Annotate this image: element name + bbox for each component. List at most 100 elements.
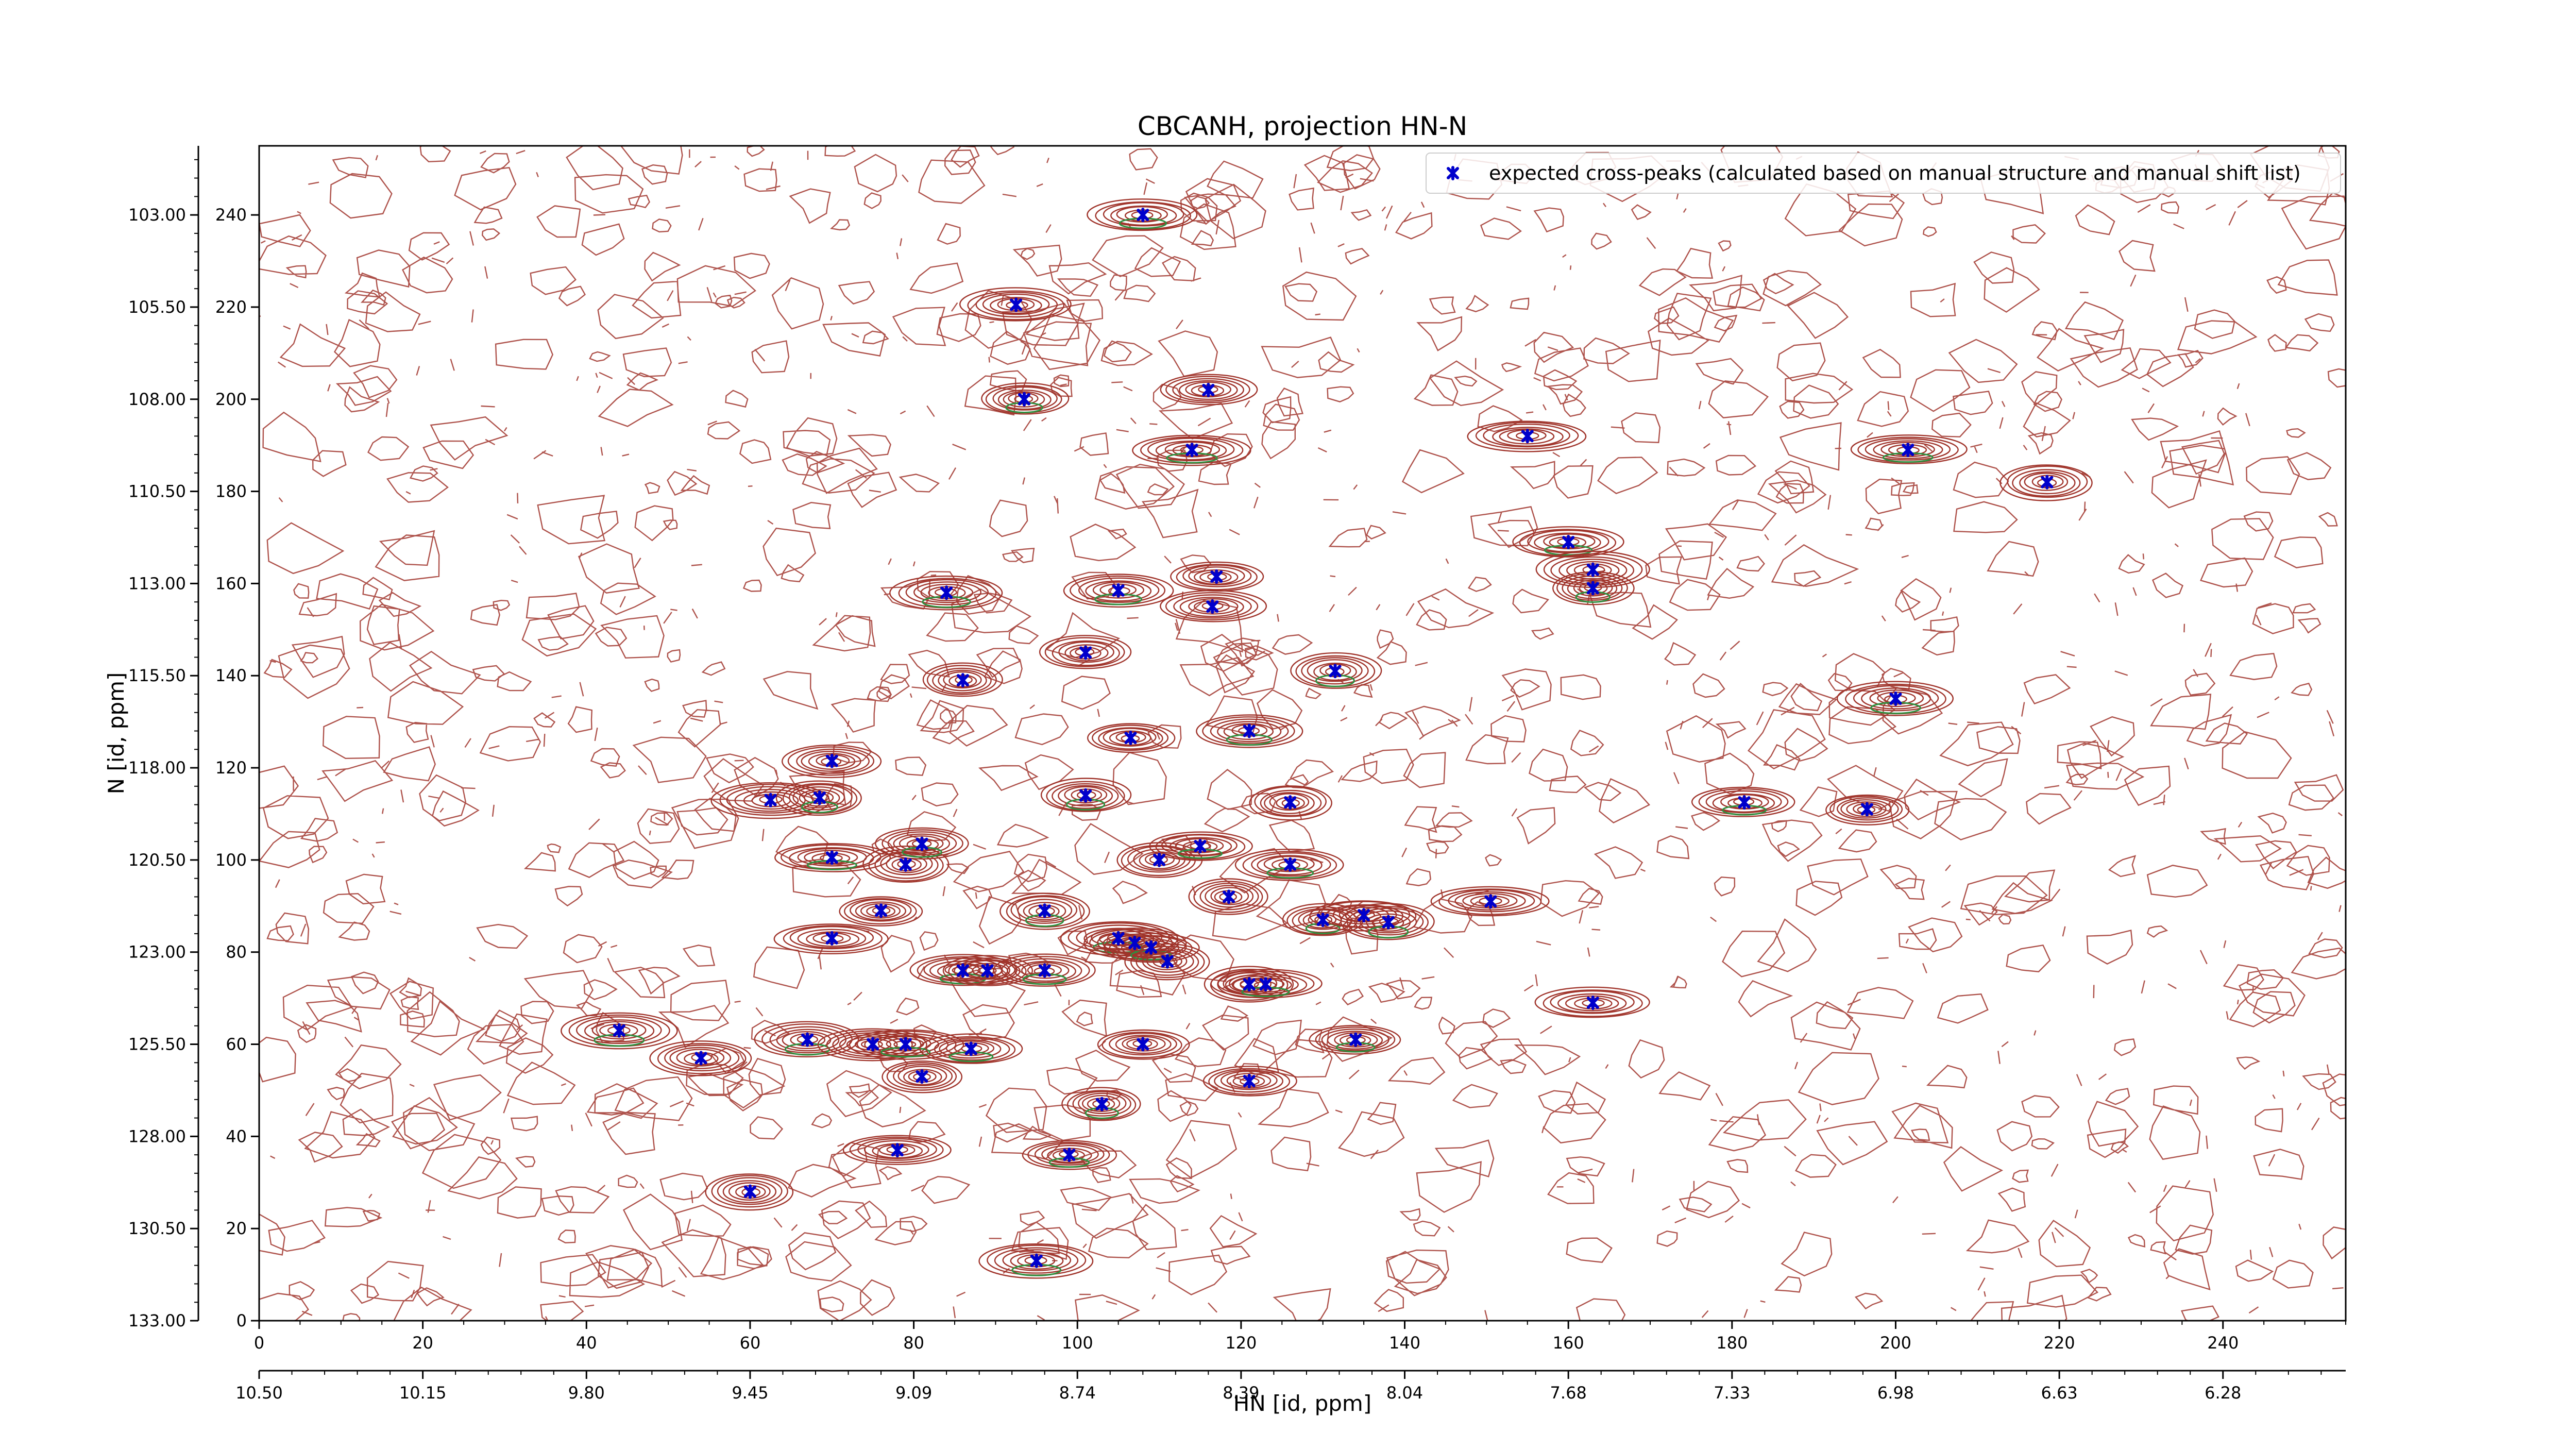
y-ppm-tick-label: 105.50 xyxy=(128,297,186,317)
x-ppm-tick-label: 8.74 xyxy=(1059,1383,1096,1403)
cross-peak-marker xyxy=(1259,977,1272,992)
cross-peak-marker xyxy=(1484,894,1497,909)
x-ppm-tick-label: 8.39 xyxy=(1223,1383,1259,1403)
cross-peak-marker xyxy=(1145,940,1158,955)
x-ppm-tick-label: 7.68 xyxy=(1550,1383,1587,1403)
y-index-tick-label: 20 xyxy=(226,1219,247,1238)
x-index-tick-label: 20 xyxy=(412,1333,433,1353)
y-ppm-axis: 133.00 130.50 128.00 125.50 123.00 120.50 118.… xyxy=(128,146,199,1330)
cross-peak-marker xyxy=(825,850,838,865)
x-ppm-tick-label: 10.15 xyxy=(399,1383,447,1403)
y-index-tick-label: 180 xyxy=(215,482,247,501)
cross-peak-marker xyxy=(1382,915,1395,930)
cross-peak-marker xyxy=(1194,839,1207,854)
y-ppm-tick-label: 120.50 xyxy=(128,850,186,870)
x-index-tick-label: 220 xyxy=(2044,1333,2075,1353)
x-ppm-tick-label: 6.63 xyxy=(2041,1383,2077,1403)
plot-frame xyxy=(258,145,2347,1322)
peak-contour xyxy=(705,1173,794,1211)
peak-contour xyxy=(1340,903,1435,940)
cross-peak-marker xyxy=(1018,392,1030,407)
y-axis-label: N [id, ppm] xyxy=(104,672,129,795)
cross-peak-marker xyxy=(1153,852,1166,867)
cross-peak-marker xyxy=(1562,534,1575,549)
chart-title: CBCANH, projection HN-N xyxy=(1138,111,1467,141)
x-index-tick-label: 40 xyxy=(576,1333,597,1353)
cross-peak-marker xyxy=(1284,795,1297,810)
x-index-tick-label: 120 xyxy=(1225,1333,1257,1353)
y-ppm-tick-label: 133.00 xyxy=(128,1311,186,1330)
x-ppm-tick-label: 8.04 xyxy=(1386,1383,1423,1403)
cross-peak-marker xyxy=(956,963,969,978)
legend-box xyxy=(1426,153,2341,194)
cross-peak-marker xyxy=(1030,1253,1043,1268)
cross-peak-marker xyxy=(956,673,969,688)
peak-contour xyxy=(842,1135,952,1165)
y-ppm-tick-label: 108.00 xyxy=(128,390,186,409)
y-index-tick-label: 200 xyxy=(215,390,247,409)
peak-contour xyxy=(1160,374,1258,406)
cross-peak-markers xyxy=(613,208,2054,1268)
legend-marker-glyph xyxy=(1447,166,1459,180)
cross-peak-marker xyxy=(891,1143,904,1158)
noise-contour-set xyxy=(259,146,2346,1321)
cross-peak-marker xyxy=(1137,1037,1149,1052)
x-index-tick-label: 140 xyxy=(1389,1333,1420,1353)
y-ppm-tick-label: 113.00 xyxy=(128,574,186,593)
cross-peak-marker xyxy=(916,1069,928,1084)
cross-peak-marker xyxy=(1124,730,1137,745)
x-index-tick-label: 240 xyxy=(2207,1333,2239,1353)
cross-peak-marker xyxy=(899,1037,912,1052)
x-index-tick-label: 80 xyxy=(903,1333,924,1353)
peak-contour xyxy=(1836,681,1954,716)
cross-peak-marker xyxy=(1038,963,1051,978)
cross-peak-marker xyxy=(825,931,838,946)
legend-label: expected cross-peaks (calculated based o… xyxy=(1489,162,2301,184)
peak-contour xyxy=(1061,1087,1141,1121)
cross-peak-marker xyxy=(1038,903,1051,918)
legend-marker-icon xyxy=(1447,166,1459,180)
x-index-axis: 0 20 40 60 80 100 120 140 160 180 200 220 240 xyxy=(254,1321,2346,1353)
cross-peak-marker xyxy=(1243,977,1256,992)
cross-peak-marker xyxy=(801,1032,814,1047)
cross-peak-marker xyxy=(1137,208,1149,223)
cross-peak-marker xyxy=(867,1037,879,1052)
y-index-tick-label: 0 xyxy=(236,1311,247,1330)
cross-peak-marker xyxy=(1095,1097,1108,1111)
cross-peak-marker xyxy=(1206,599,1219,614)
peak-contour xyxy=(754,1021,859,1058)
y-index-tick-label: 220 xyxy=(215,297,247,317)
peak-contour xyxy=(1124,943,1210,981)
peak-contour xyxy=(775,780,862,816)
legend: expected cross-peaks (calculated based o… xyxy=(1426,153,2341,194)
x-ppm-tick-label: 6.28 xyxy=(2205,1383,2241,1403)
y-ppm-tick-label: 103.00 xyxy=(128,205,186,225)
cross-peak-marker xyxy=(1185,443,1198,458)
cross-peak-marker xyxy=(1202,382,1215,397)
cross-peak-marker xyxy=(1860,802,1873,817)
cross-peak-marker xyxy=(813,790,826,805)
cross-peak-marker xyxy=(1586,996,1599,1010)
x-ppm-tick-label: 6.98 xyxy=(1877,1383,1914,1403)
y-ppm-tick-label: 123.00 xyxy=(128,942,186,962)
cross-peak-marker xyxy=(1902,443,1914,458)
cross-peak-marker xyxy=(1063,1148,1076,1162)
cross-peak-marker xyxy=(694,1051,707,1066)
cross-peak-marker xyxy=(1284,857,1297,872)
cross-peak-marker xyxy=(875,903,888,918)
x-index-tick-label: 0 xyxy=(254,1333,264,1353)
cross-peak-marker xyxy=(613,1023,625,1038)
x-index-tick-label: 200 xyxy=(1880,1333,1911,1353)
cross-peak-marker xyxy=(1128,935,1141,950)
cross-peak-marker xyxy=(1210,569,1223,584)
x-index-tick-label: 100 xyxy=(1062,1333,1093,1353)
y-ppm-tick-label: 130.50 xyxy=(128,1219,186,1238)
y-index-tick-label: 40 xyxy=(226,1126,247,1146)
y-index-tick-label: 120 xyxy=(215,758,247,778)
cross-peak-marker xyxy=(1079,645,1092,660)
cross-peak-marker xyxy=(940,585,953,600)
x-axis-label: HN [id, ppm] xyxy=(1233,1391,1371,1416)
noise-contours xyxy=(259,146,2346,1321)
peak-contour xyxy=(889,575,1003,611)
y-index-tick-label: 140 xyxy=(215,666,247,685)
